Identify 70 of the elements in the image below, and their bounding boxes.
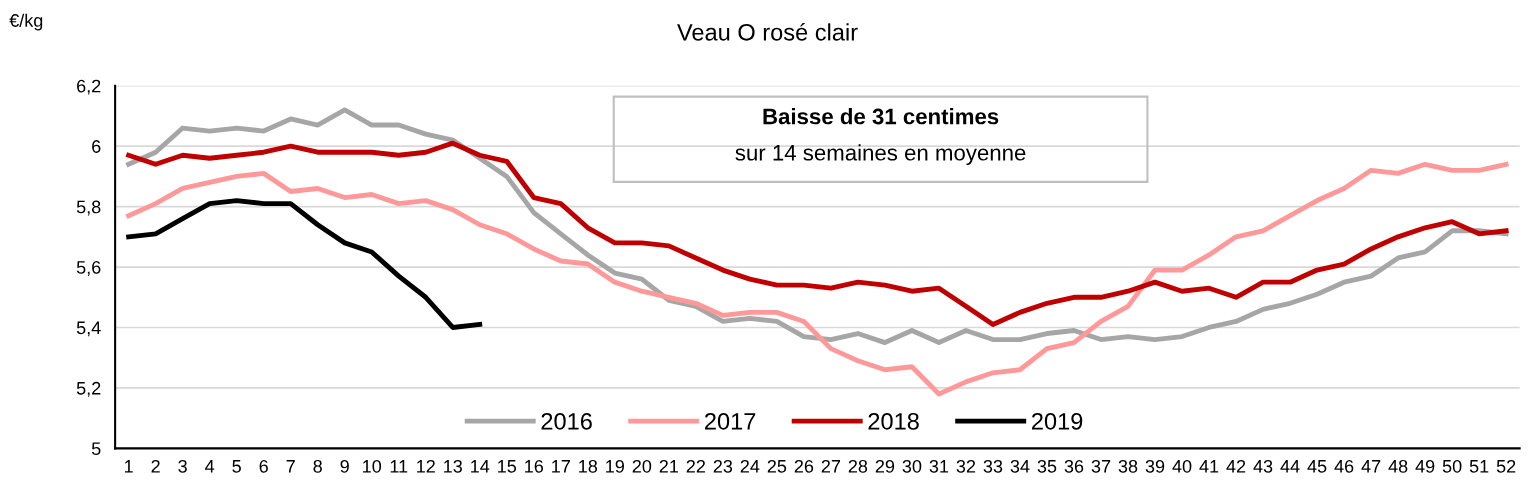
x-tick-label: 18 [579, 459, 598, 473]
x-tick-label: 22 [686, 459, 705, 473]
x-tick-label: 32 [956, 459, 976, 473]
x-tick-label: 35 [1037, 459, 1057, 473]
x-tick-label: 52 [1496, 459, 1516, 473]
y-tick-label: 5,8 [76, 200, 101, 216]
x-tick-label: 1 [124, 460, 133, 473]
x-tick-label: 29 [875, 459, 895, 473]
x-tick-label: 36 [1064, 459, 1084, 473]
x-tick-label: 51 [1469, 460, 1489, 473]
x-tick-label: 47 [1361, 460, 1381, 473]
x-tick-label: 6 [259, 459, 268, 473]
y-tick-label: 5,2 [76, 381, 101, 397]
x-tick-label: 28 [848, 459, 868, 473]
annotation: sur 14 semaines en moyenne [735, 144, 1026, 165]
x-tick-label: 11 [390, 460, 408, 473]
chart-title: Veau O rosé clair [677, 23, 858, 41]
x-tick-label: 27 [821, 459, 841, 473]
x-tick-label: 25 [767, 459, 787, 473]
x-tick-label: 44 [1280, 460, 1300, 473]
x-tick-label: 17 [552, 460, 570, 473]
x-tick-label: 16 [525, 459, 544, 473]
line-series [126, 107, 1509, 346]
x-tick-label: 15 [498, 460, 517, 473]
y-tick-label: 6 [92, 140, 101, 153]
x-tick-label: 13 [444, 459, 462, 473]
x-tick-label: 12 [417, 459, 435, 473]
x-tick-label: 10 [363, 459, 382, 473]
x-tick-label: 5 [232, 460, 241, 473]
x-tick-label: 23 [713, 459, 733, 473]
legend-label: 2018 [868, 412, 919, 430]
y-tick-label: 5 [91, 442, 101, 456]
x-tick-label: 43 [1253, 459, 1273, 473]
annotation: Baisse de 31 centimes [763, 108, 999, 125]
x-tick-label: 19 [606, 459, 624, 473]
x-tick-label: 50 [1442, 459, 1462, 473]
x-tick-label: 30 [902, 459, 922, 473]
x-tick-label: 33 [983, 459, 1003, 473]
x-tick-label: 42 [1226, 459, 1246, 473]
x-tick-label: 41 [1199, 460, 1219, 473]
x-tick-label: 4 [205, 460, 215, 473]
x-tick-label: 40 [1172, 459, 1192, 473]
y-tick-label: 5,4 [76, 321, 101, 337]
x-tick-label: 3 [178, 459, 187, 473]
y-tick-label: 6,2 [77, 79, 101, 95]
x-tick-label: 38 [1118, 459, 1138, 473]
x-tick-label: 49 [1415, 459, 1435, 473]
x-tick-label: 9 [340, 459, 349, 473]
x-tick-label: 48 [1388, 459, 1408, 473]
y-axis-title: €/kg [9, 13, 43, 31]
x-tick-label: 7 [286, 460, 295, 473]
x-tick-label: 24 [740, 459, 760, 473]
x-tick-label: 26 [794, 459, 814, 473]
line-series [126, 140, 1509, 327]
x-tick-label: 34 [1010, 459, 1030, 473]
line-series [126, 198, 483, 330]
x-tick-label: 37 [1091, 459, 1111, 473]
y-tick-label: 5,6 [76, 260, 101, 276]
x-tick-label: 8 [313, 459, 322, 473]
x-tick-label: 21 [659, 459, 678, 473]
legend-label: 2019 [1032, 412, 1083, 430]
x-tick-label: 20 [632, 459, 652, 473]
legend-label: 2016 [541, 412, 592, 430]
x-tick-label: 14 [471, 460, 490, 473]
x-tick-label: 45 [1307, 460, 1327, 473]
x-tick-label: 31 [929, 459, 949, 473]
x-tick-label: 46 [1334, 459, 1354, 473]
x-tick-label: 39 [1145, 459, 1165, 473]
x-tick-label: 2 [151, 459, 160, 473]
legend-label: 2017 [705, 412, 756, 430]
